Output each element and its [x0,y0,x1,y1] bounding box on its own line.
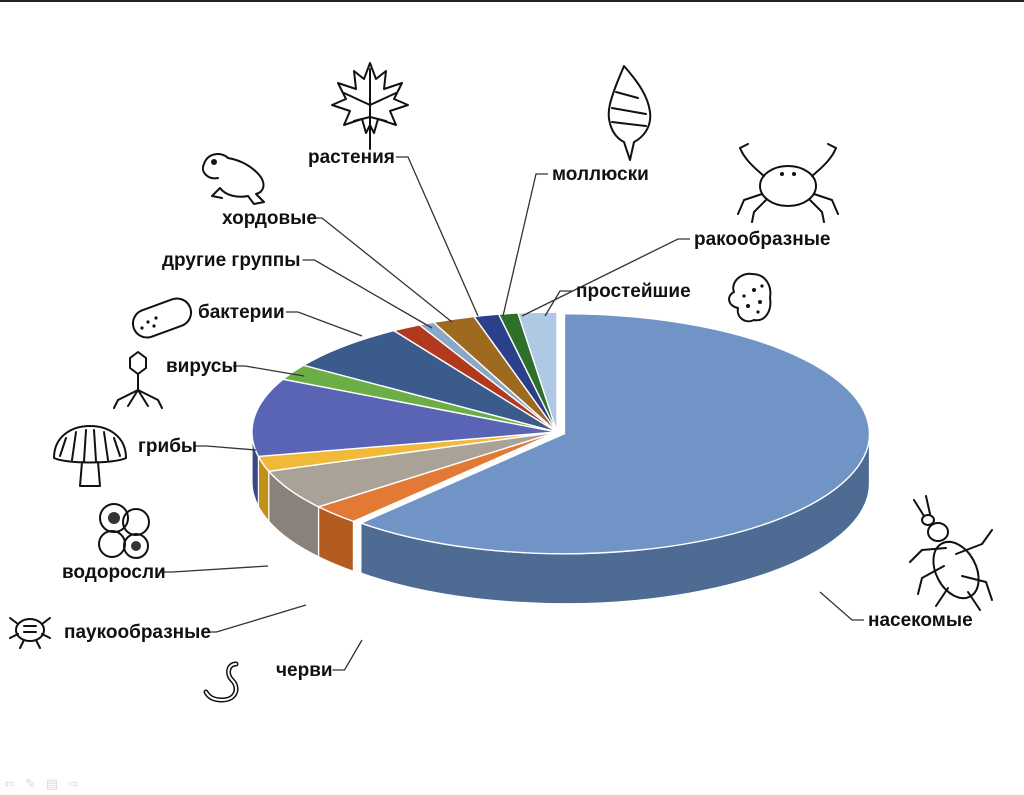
mushroom-icon [53,425,127,487]
pie-slice-1 [358,313,871,555]
leader-line [544,290,572,317]
leader-line [332,639,363,671]
leader-line [502,173,548,317]
top-border [0,0,1024,2]
leader-line [233,365,305,377]
mite-icon [9,617,51,649]
algae-icon [98,503,150,559]
slice-label: вирусы [166,356,238,377]
slice-label: моллюски [552,164,649,185]
slice-label: черви [276,660,333,681]
slice-label: ракообразные [694,229,831,250]
leader-line [310,217,453,323]
virus-icon [113,351,163,409]
slice-label: паукообразные [64,622,211,643]
protozoa-icon [728,272,772,323]
leader-line [286,311,363,337]
organism-icons [9,62,993,703]
arrow-left-icon[interactable]: ⇦ [4,776,15,791]
leader-line [396,156,479,317]
worm-icon [203,661,239,703]
frog-icon [202,153,265,205]
pie-tops [251,311,871,555]
leader-line [819,591,864,621]
pen-icon[interactable]: ✎ [24,776,36,791]
pie-slice-5 [251,378,558,458]
slice-label: грибы [138,436,197,457]
slice-label: простейшие [576,281,691,302]
pie-slice-7 [301,329,558,433]
shell-icon [607,65,652,161]
leader-line [160,565,269,573]
slice-label: растения [308,147,395,168]
arrow-right-icon[interactable]: ⇨ [68,776,80,791]
leader-line [302,259,433,329]
leaf-icon [331,62,409,150]
bacterium-icon [131,297,193,339]
slice-label: насекомые [868,610,973,631]
slice-label: водоросли [62,562,166,583]
leader-line [521,238,690,317]
slice-labels: насекомые черви паукообразные водоросли гриб… [62,147,973,681]
slice-label: хордовые [222,208,317,229]
slice-label: другие группы [162,250,300,271]
menu-icon[interactable]: ▤ [45,776,59,791]
leader-lines [160,156,864,671]
leader-line [194,445,257,451]
leader-line [204,604,307,633]
pie-slice-13 [517,311,558,433]
slide-navigation: ⇦ ✎ ▤ ⇨ [4,777,79,791]
beetle-icon [909,495,993,611]
slice-label: бактерии [198,302,285,323]
crab-icon [737,143,839,223]
